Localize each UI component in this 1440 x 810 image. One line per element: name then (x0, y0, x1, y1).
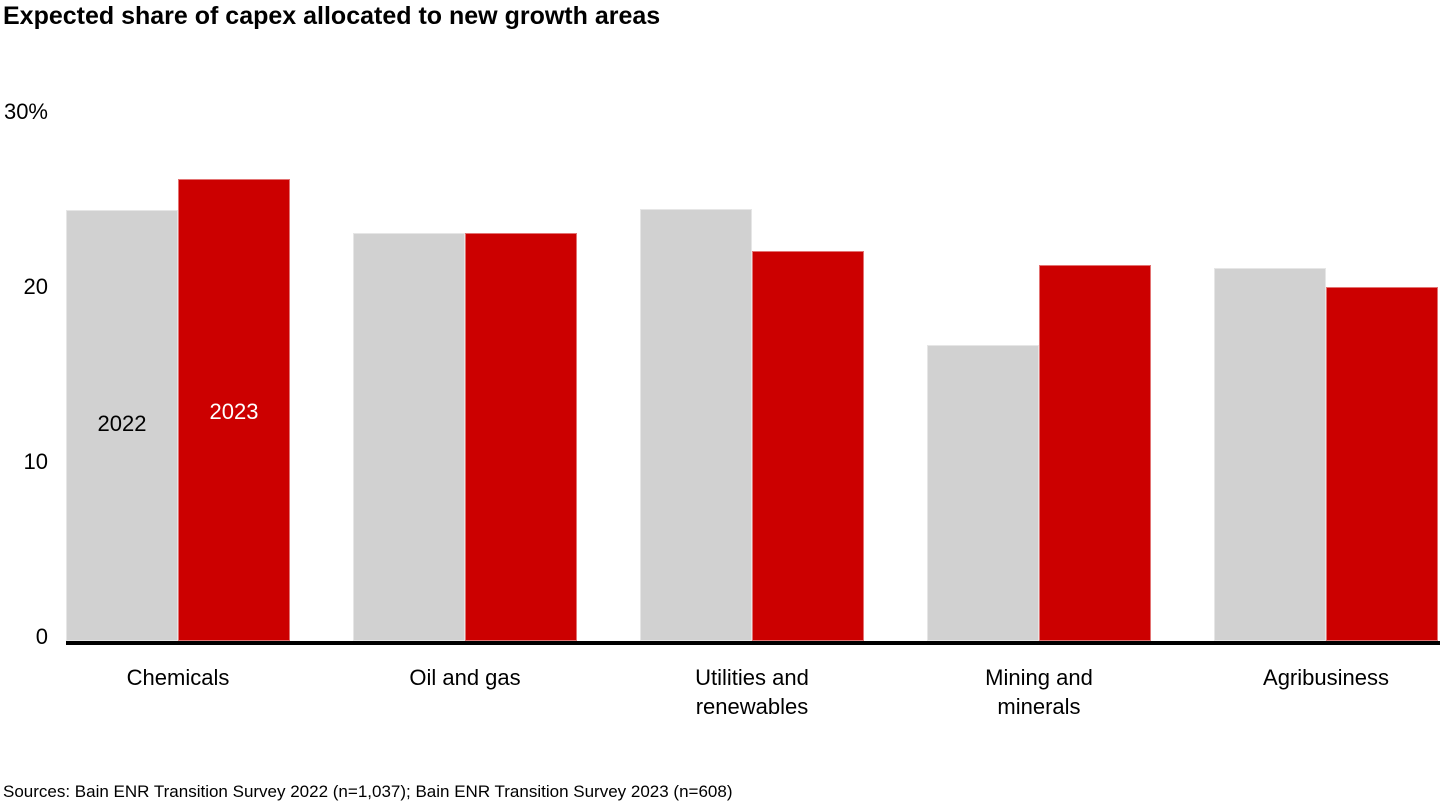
y-tick-label-0: 0 (35, 624, 48, 649)
in-bar-series-label-2023: 2023 (209, 399, 259, 424)
category-label-oil-and-gas: Oil and gas (409, 665, 521, 690)
category-label-utilities-and-renewables: Utilities and renewables (695, 665, 809, 719)
bar-2023-utilities-and-renewables (752, 251, 864, 641)
bar-2022-chemicals (66, 210, 178, 641)
bar-2023-chemicals (178, 179, 290, 641)
source-note: Sources: Bain ENR Transition Survey 2022… (3, 782, 733, 801)
y-tick-label-20: 20 (23, 274, 48, 299)
y-tick-label-10: 10 (23, 449, 48, 474)
chart-title: Expected share of capex allocated to new… (3, 2, 661, 30)
bar-2022-oil-and-gas (353, 233, 465, 641)
bar-2023-oil-and-gas (465, 233, 577, 641)
in-bar-series-label-2022: 2022 (97, 411, 147, 436)
bar-2023-mining-and-minerals (1039, 265, 1151, 641)
bar-2022-utilities-and-renewables (640, 209, 752, 641)
bar-2022-agribusiness (1214, 268, 1326, 641)
bar-2022-mining-and-minerals (927, 345, 1039, 641)
y-tick-label-30: 30% (3, 99, 48, 124)
x-axis-line (66, 641, 1440, 645)
bar-2023-agribusiness (1326, 287, 1438, 641)
category-label-mining-and-minerals: Mining and minerals (985, 665, 1093, 719)
category-label-chemicals: Chemicals (126, 665, 230, 690)
category-label-agribusiness: Agribusiness (1263, 665, 1389, 690)
